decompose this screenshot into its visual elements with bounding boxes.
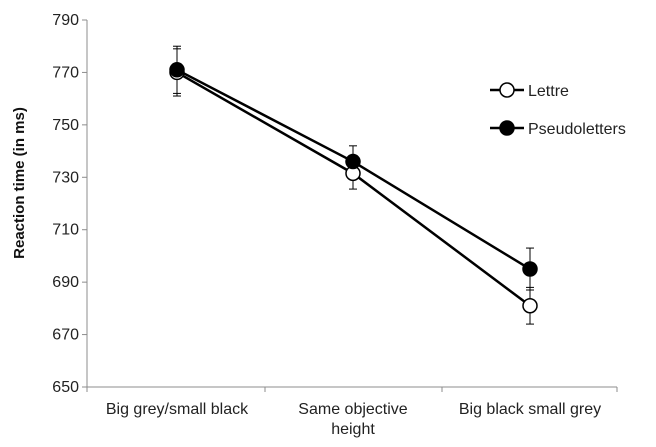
y-tick-label: 790 [52, 12, 79, 29]
legend-label-pseudoletters: Pseudoletters [528, 121, 626, 138]
x-tick-label-line: Same objective [298, 401, 407, 418]
x-tick-label-line: height [331, 421, 375, 438]
y-tick-label: 670 [52, 327, 79, 344]
axes-layer: 650 670 690 710 730 750 770 790 Big grey/small b… [52, 12, 618, 438]
x-tick-label: Big grey/small black [106, 401, 249, 418]
legend-marker-open [499, 82, 515, 98]
marker-layer [169, 62, 538, 314]
data-point-filled [345, 153, 361, 170]
y-tick-label: 690 [52, 274, 79, 291]
x-tick-label-line: Big black small grey [459, 401, 601, 418]
legend: Lettre Pseudoletters [490, 82, 626, 138]
x-tick-label: Same objective height [298, 401, 407, 438]
x-tick-label: Big black small grey [459, 401, 601, 418]
y-tick-label: 710 [52, 222, 79, 239]
y-tick-label: 750 [52, 117, 79, 134]
y-tick-label: 650 [52, 379, 79, 396]
data-point-filled [169, 62, 185, 78]
legend-label-lettre: Lettre [528, 83, 569, 100]
data-point-open [522, 297, 538, 314]
x-tick-label-line: Big grey/small black [106, 401, 249, 418]
y-tick-label: 770 [52, 64, 79, 81]
y-tick-label: 730 [52, 169, 79, 186]
y-axis-title: Reaction time (in ms) [11, 107, 28, 259]
data-point-filled [522, 261, 538, 277]
errorbar-layer [173, 45, 534, 325]
legend-marker-filled [499, 120, 515, 136]
